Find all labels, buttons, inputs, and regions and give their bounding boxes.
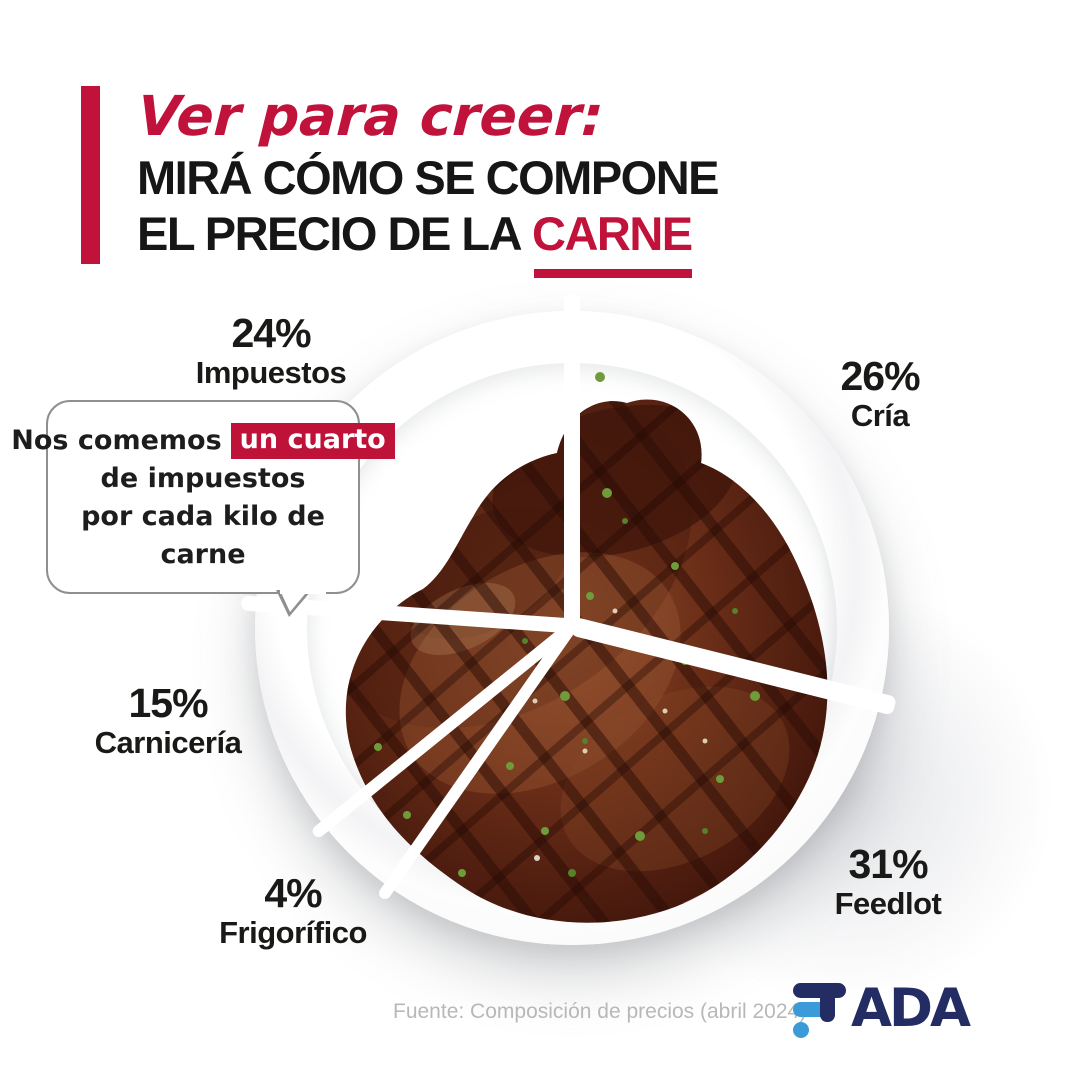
kicker-text: Ver para creer: (136, 84, 606, 148)
callout-line1: Nos comemos un cuarto (11, 422, 395, 460)
plate-pie-chart (240, 294, 897, 945)
label-feedlot-pct: 31% (848, 841, 928, 887)
page-title: MIRÁ CÓMO SE COMPONE EL PRECIO DE LA CARN… (137, 150, 720, 278)
fada-f-stem (820, 983, 835, 1022)
title-line2-prefix: EL PRECIO DE LA (137, 207, 523, 260)
label-impuestos-name: Impuestos (195, 355, 347, 390)
label-feedlot-name: Feedlot (834, 886, 942, 921)
label-frigorifico: 4% Frigorífico (148, 873, 438, 950)
label-carniceria: 15% Carnicería (23, 683, 313, 760)
label-impuestos-pct: 24% (231, 310, 311, 356)
label-carniceria-name: Carnicería (94, 725, 242, 760)
label-feedlot: 31% Feedlot (753, 844, 1023, 921)
title-underline (534, 269, 692, 278)
slice-divider-impuestos-cria (564, 294, 580, 626)
label-cria: 26% Cría (770, 356, 990, 433)
label-cria-pct: 26% (840, 353, 920, 399)
fada-f-icon (788, 979, 850, 1039)
fada-wordmark: ADA (851, 978, 971, 1039)
label-impuestos: 24% Impuestos (121, 313, 421, 390)
title-highlight: CARNE (532, 207, 693, 260)
title-line2: EL PRECIO DE LA CARNE (137, 206, 718, 278)
label-frigorifico-name: Frigorífico (219, 915, 367, 950)
bubble-tail-mask (280, 590, 326, 594)
label-cria-name: Cría (850, 398, 910, 433)
title-highlight-wrap: CARNE (532, 206, 693, 278)
label-frigorifico-pct: 4% (264, 870, 322, 916)
callout-bubble: Nos comemos un cuarto de impuestos por c… (11, 400, 395, 617)
callout-line3: por cada kilo de carne (81, 501, 325, 570)
title-line1: MIRÁ CÓMO SE COMPONE (137, 151, 720, 204)
source-note: Fuente: Composición de precios (abril 20… (393, 1000, 807, 1023)
callout-line1-text: Nos comemos (11, 425, 222, 456)
fada-logo: ADA (788, 978, 971, 1039)
accent-bar (81, 86, 100, 264)
callout-line2: de impuestos (100, 463, 306, 494)
callout-highlight-badge: un cuarto (230, 423, 395, 459)
label-carniceria-pct: 15% (128, 680, 208, 726)
herb-specks (374, 372, 605, 877)
fada-f-dot (793, 1022, 809, 1038)
